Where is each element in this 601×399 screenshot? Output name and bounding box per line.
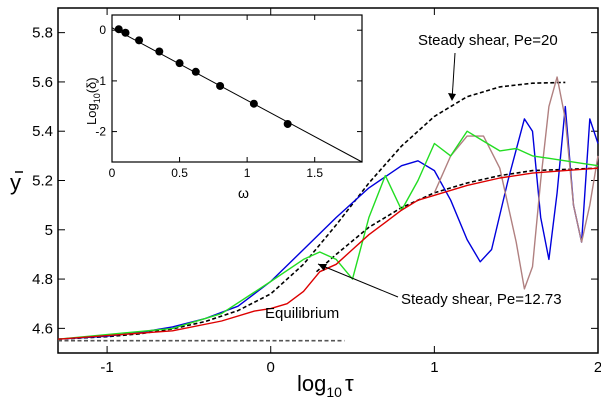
inset-background <box>112 15 362 162</box>
annotation-steady-pe20: Steady shear, Pe=20 <box>418 32 558 49</box>
inset-data-point <box>121 28 130 37</box>
inset-data-point <box>249 99 258 108</box>
inset-y-tick-label: 0 <box>99 23 106 37</box>
annotation-steady-pe1273: Steady shear, Pe=12.73 <box>401 291 562 308</box>
inset-frame <box>111 14 363 163</box>
main-x-axis-label: log10 τ <box>297 371 354 399</box>
inset-x-tick-label: 1 <box>244 166 251 180</box>
x-tick-label: 2 <box>594 359 601 376</box>
inset-x-axis-label: ω <box>238 185 249 201</box>
inset-data-point <box>135 36 144 45</box>
inset-y-tick-label: -1 <box>95 74 106 88</box>
annotation-arrowhead-pe1273 <box>318 264 327 271</box>
y-tick-label: 5 <box>45 222 53 239</box>
y-tick-label: 4.6 <box>32 320 53 337</box>
main-series-group <box>57 76 599 342</box>
x-tick-label: 1 <box>430 359 438 376</box>
series-line-3 <box>57 105 599 340</box>
series-line-6 <box>57 167 599 340</box>
y-tick-label: 5.2 <box>32 173 53 190</box>
y-tick-label: 5.4 <box>32 123 53 140</box>
annotation-arrow-pe20 <box>451 52 456 101</box>
x-tick-label: 0 <box>267 359 275 376</box>
inset-data-point <box>216 81 225 90</box>
y-tick-label: 5.6 <box>32 74 53 91</box>
inset-data-point <box>175 59 184 68</box>
series-line-4 <box>433 76 599 290</box>
annotation-arrowhead-pe20 <box>448 93 456 101</box>
inset-data-point <box>283 119 292 128</box>
inset-x-tick-label: 0.5 <box>171 166 188 180</box>
inset-series-group <box>111 25 363 163</box>
series-line-1 <box>315 167 599 273</box>
inset-y-tick-label: -2 <box>95 125 106 139</box>
y-tick-label: 4.8 <box>32 271 53 288</box>
annotation-equilibrium: Equilibrium <box>265 305 339 322</box>
inset-y-axis-label: Log10(δ) <box>84 77 102 125</box>
inset-fit-line <box>111 27 363 163</box>
inset-x-tick-label: 0 <box>109 166 116 180</box>
annotation-arrow-pe1273 <box>317 263 399 298</box>
inset-ticks: 0 0.5 1 1.5 0 -1 -2 <box>95 15 362 180</box>
main-ticks: -1 0 1 2 4.6 4.8 5 5.2 5.4 5.6 5.8 <box>32 8 601 376</box>
main-y-axis-label: y <box>10 170 21 195</box>
series-line-5 <box>57 130 599 340</box>
inset-data-point <box>114 25 123 34</box>
inset-data-point <box>155 47 164 56</box>
x-tick-label: -1 <box>100 359 113 376</box>
inset-data-point <box>191 67 200 76</box>
y-tick-label: 5.8 <box>32 25 53 42</box>
inset-x-tick-label: 1.5 <box>306 166 323 180</box>
